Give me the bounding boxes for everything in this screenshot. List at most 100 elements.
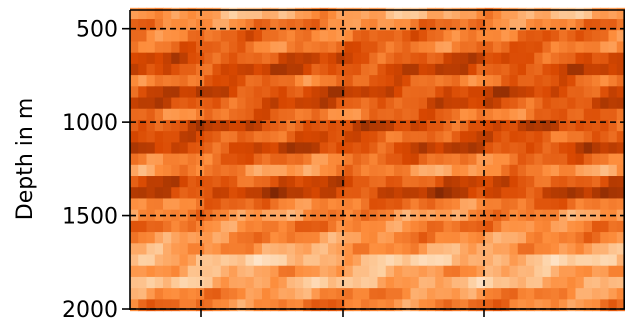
heatmap-cell	[344, 7, 354, 20]
y-tick-label: 500	[76, 18, 118, 43]
heatmap-cell	[567, 108, 577, 121]
heatmap-cell	[262, 176, 271, 188]
heatmap-cell	[592, 209, 601, 222]
heatmap-cell	[278, 119, 288, 132]
heatmap-cell	[187, 198, 197, 211]
heatmap-cell	[493, 243, 502, 256]
heatmap-cell	[435, 19, 445, 31]
heatmap-cell	[270, 52, 280, 65]
heatmap-cell	[295, 30, 304, 43]
heatmap-cell	[402, 276, 412, 289]
heatmap-cell	[187, 232, 197, 244]
heatmap-cell	[509, 198, 519, 211]
heatmap-cell	[377, 243, 387, 256]
heatmap-cell	[204, 131, 214, 143]
heatmap-cell	[295, 276, 304, 289]
heatmap-cell	[278, 254, 288, 267]
heatmap-cell	[402, 86, 412, 99]
heatmap-cell	[443, 19, 453, 31]
heatmap-cell	[542, 142, 552, 155]
heatmap-cell	[146, 176, 156, 188]
heatmap-cell	[171, 198, 181, 211]
heatmap-cell	[336, 243, 346, 256]
heatmap-cell	[369, 30, 379, 43]
heatmap-cell	[542, 232, 552, 244]
heatmap-cell	[600, 198, 610, 211]
heatmap-cell	[476, 97, 486, 110]
heatmap-cell	[204, 142, 214, 155]
heatmap-cell	[592, 243, 601, 256]
heatmap-cell	[179, 198, 189, 211]
heatmap-cell	[493, 288, 502, 300]
heatmap-cell	[220, 86, 230, 99]
heatmap-cell	[130, 119, 139, 132]
heatmap-cell	[402, 232, 412, 244]
heatmap-cell	[377, 86, 387, 99]
heatmap-cell	[163, 7, 172, 20]
heatmap-cell	[229, 265, 238, 278]
heatmap-cell	[443, 254, 453, 267]
heatmap-cell	[179, 131, 189, 143]
heatmap-cell	[220, 220, 230, 233]
heatmap-cell	[212, 243, 222, 256]
heatmap-cell	[501, 276, 511, 289]
heatmap-cell	[204, 164, 214, 177]
heatmap-cell	[278, 232, 288, 244]
heatmap-cell	[443, 63, 453, 76]
heatmap-cell	[361, 176, 370, 188]
heatmap-cell	[361, 19, 370, 31]
heatmap-cell	[526, 164, 535, 177]
heatmap-cell	[493, 97, 502, 110]
heatmap-cell	[361, 97, 370, 110]
heatmap-cell	[328, 276, 337, 289]
heatmap-cell	[295, 198, 304, 211]
heatmap-cell	[220, 119, 230, 132]
heatmap-cell	[567, 164, 577, 177]
heatmap-cell	[377, 142, 387, 155]
heatmap-cell	[550, 86, 560, 99]
heatmap-cell	[336, 97, 346, 110]
heatmap-cell	[352, 265, 362, 278]
heatmap-cell	[418, 142, 428, 155]
heatmap-cell	[501, 97, 511, 110]
heatmap-cell	[138, 97, 148, 110]
heatmap-cell	[361, 142, 370, 155]
heatmap-cell	[575, 86, 585, 99]
heatmap-cell	[212, 209, 222, 222]
heatmap-cell	[295, 7, 304, 20]
heatmap-cell	[352, 220, 362, 233]
heatmap-cell	[559, 265, 568, 278]
heatmap-cell	[394, 30, 403, 43]
heatmap-cell	[484, 52, 494, 65]
heatmap-cell	[484, 209, 494, 222]
heatmap-cell	[237, 232, 247, 244]
heatmap-cell	[295, 41, 304, 54]
heatmap-cell	[286, 153, 296, 166]
heatmap-cell	[369, 41, 379, 54]
heatmap-cell	[583, 299, 593, 312]
heatmap-cell	[493, 187, 502, 200]
heatmap-cell	[171, 243, 181, 256]
heatmap-cell	[237, 164, 247, 177]
heatmap-cell	[418, 276, 428, 289]
heatmap-cell	[410, 108, 420, 121]
heatmap-cell	[517, 131, 527, 143]
heatmap-cell	[352, 30, 362, 43]
heatmap-cell	[435, 75, 445, 87]
heatmap-cell	[311, 164, 321, 177]
heatmap-cell	[567, 299, 577, 312]
heatmap-cell	[542, 153, 552, 166]
heatmap-cell	[616, 220, 625, 233]
heatmap-cell	[171, 299, 181, 312]
heatmap-cell	[476, 198, 486, 211]
heatmap-cell	[352, 63, 362, 76]
heatmap-cell	[196, 153, 205, 166]
heatmap-cell	[187, 243, 197, 256]
heatmap-cell	[583, 276, 593, 289]
heatmap-cell	[394, 119, 403, 132]
heatmap-cell	[361, 131, 370, 143]
heatmap-cell	[575, 75, 585, 87]
heatmap-cell	[237, 299, 247, 312]
heatmap-cell	[245, 97, 255, 110]
heatmap-cell	[509, 63, 519, 76]
